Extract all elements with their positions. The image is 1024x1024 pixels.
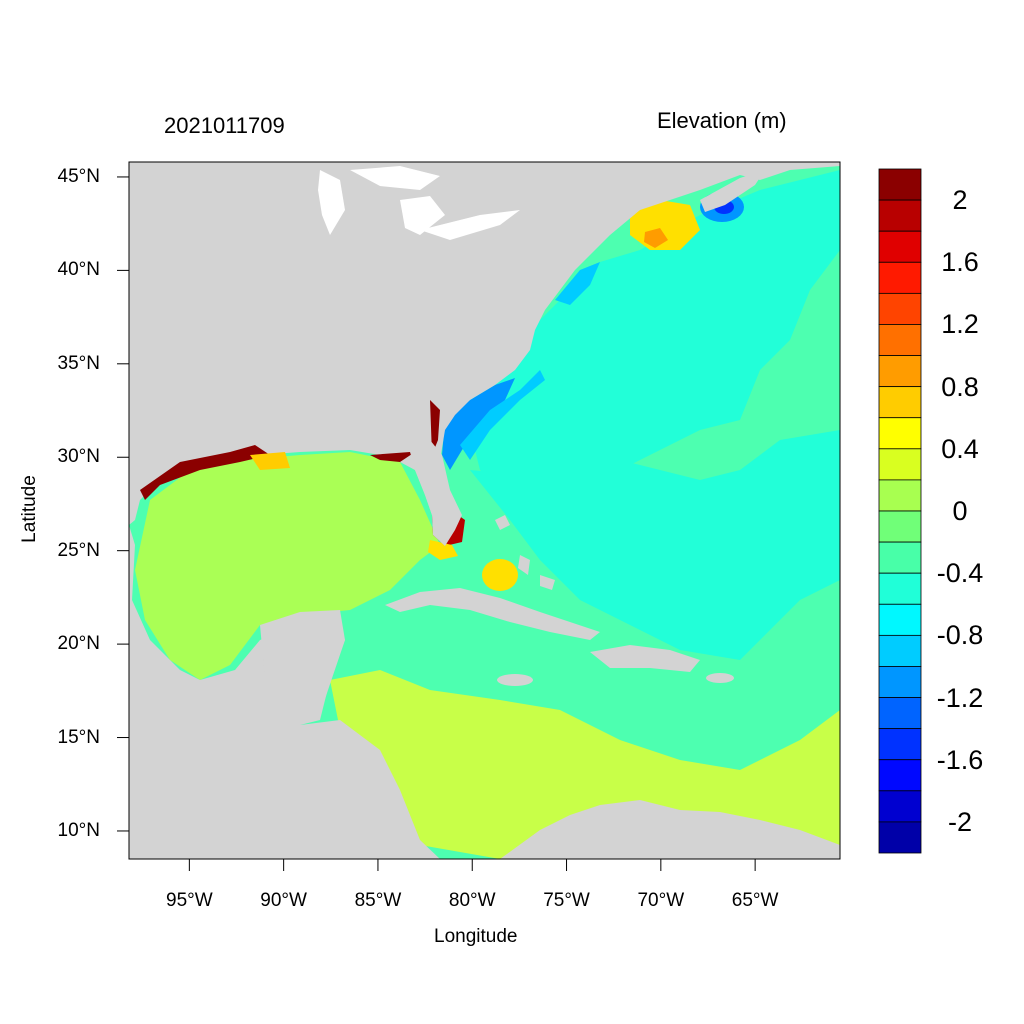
left-title: 2021011709 bbox=[164, 113, 285, 138]
y-tick-label: 20°N bbox=[57, 633, 100, 655]
colorbar-swatch bbox=[878, 230, 922, 263]
right-title: Elevation (m) bbox=[657, 108, 787, 133]
carolina-coast-negative bbox=[460, 370, 545, 460]
colorbar-swatch bbox=[878, 417, 922, 450]
hispaniola bbox=[590, 645, 700, 672]
x-tick-label: 75°W bbox=[543, 890, 590, 911]
colorbar-swatch bbox=[878, 168, 922, 201]
colorbar-swatch bbox=[878, 572, 922, 605]
colorbar-swatch bbox=[878, 634, 922, 667]
x-tick-label: 80°W bbox=[448, 890, 496, 911]
colorbar-swatch bbox=[878, 355, 922, 388]
nova-scotia bbox=[700, 170, 765, 212]
x-tick-label: 95°W bbox=[166, 890, 213, 911]
colorbar-swatch bbox=[878, 448, 922, 481]
colorbar-label: 1.2 bbox=[941, 309, 979, 340]
x-axis-ticks bbox=[188, 859, 756, 871]
cuba bbox=[385, 588, 600, 640]
bahamas-islands bbox=[495, 515, 555, 590]
land-north-america bbox=[129, 162, 840, 525]
colorbar-label: 2 bbox=[952, 185, 968, 216]
colorbar-swatch bbox=[878, 199, 922, 232]
colorbar-label: 0.4 bbox=[941, 433, 979, 464]
colorbar-swatch bbox=[878, 697, 922, 730]
y-tick-label: 10°N bbox=[57, 819, 100, 841]
colorbar-swatch bbox=[878, 666, 922, 698]
map-area bbox=[129, 162, 840, 859]
y-tick-label: 45°N bbox=[57, 165, 100, 187]
colorbar-label: -0.8 bbox=[936, 620, 984, 651]
colorbar-swatch bbox=[878, 510, 922, 543]
colorbar-swatch bbox=[878, 821, 922, 854]
colorbar-label: 0 bbox=[952, 496, 968, 526]
colorbar-label: -1.2 bbox=[936, 682, 984, 713]
florida bbox=[400, 440, 462, 546]
new-england-positive-inner bbox=[644, 228, 668, 248]
y-tick-label: 40°N bbox=[57, 259, 100, 281]
puerto-rico bbox=[706, 673, 734, 683]
atlantic-negative-anomaly bbox=[470, 170, 840, 500]
colorbar-swatch bbox=[878, 759, 922, 792]
x-tick-label: 85°W bbox=[354, 890, 402, 911]
mid-atlantic-coast-negative bbox=[555, 262, 600, 305]
bahamas-bank bbox=[482, 559, 518, 591]
land-south-america bbox=[500, 800, 840, 859]
colorbar-swatch bbox=[878, 324, 922, 356]
colorbar bbox=[878, 168, 922, 854]
colorbar-swatch bbox=[878, 292, 922, 325]
colorbar-label: 0.8 bbox=[941, 371, 979, 402]
gulf-coast-yellow bbox=[250, 452, 290, 470]
colorbar-swatch bbox=[878, 541, 922, 574]
y-tick-label: 15°N bbox=[57, 726, 100, 748]
gulf-of-mexico bbox=[135, 452, 440, 680]
map-frame bbox=[128, 161, 841, 860]
y-tick-label: 35°N bbox=[57, 352, 100, 374]
colorbar-label: -1.6 bbox=[936, 744, 984, 775]
x-axis-label: Longitude bbox=[434, 926, 518, 947]
colorbar-label: 1.6 bbox=[941, 247, 979, 278]
x-tick-label: 70°W bbox=[637, 890, 685, 911]
y-tick-label: 30°N bbox=[57, 446, 100, 468]
colorbar-swatch bbox=[878, 479, 922, 512]
y-axis-label: Latitude bbox=[18, 475, 40, 543]
colorbar-swatch bbox=[878, 261, 922, 294]
yucatan bbox=[260, 610, 345, 720]
colorbar-label: -0.4 bbox=[936, 558, 984, 589]
atlantic-negative-anomaly-south bbox=[470, 430, 840, 660]
colorbar-swatch bbox=[878, 603, 922, 636]
x-tick-label: 90°W bbox=[260, 890, 307, 911]
x-tick-label: 65°W bbox=[731, 890, 779, 911]
y-axis-ticks bbox=[117, 176, 129, 832]
jamaica bbox=[497, 674, 533, 686]
y-tick-label: 25°N bbox=[57, 539, 100, 561]
colorbar-label: -2 bbox=[947, 806, 972, 837]
florida-bay-yellow bbox=[428, 540, 458, 560]
great-lakes bbox=[318, 166, 520, 240]
colorbar-swatch bbox=[878, 790, 922, 823]
colorbar-swatch bbox=[878, 386, 922, 419]
colorbar-swatch bbox=[878, 728, 922, 761]
